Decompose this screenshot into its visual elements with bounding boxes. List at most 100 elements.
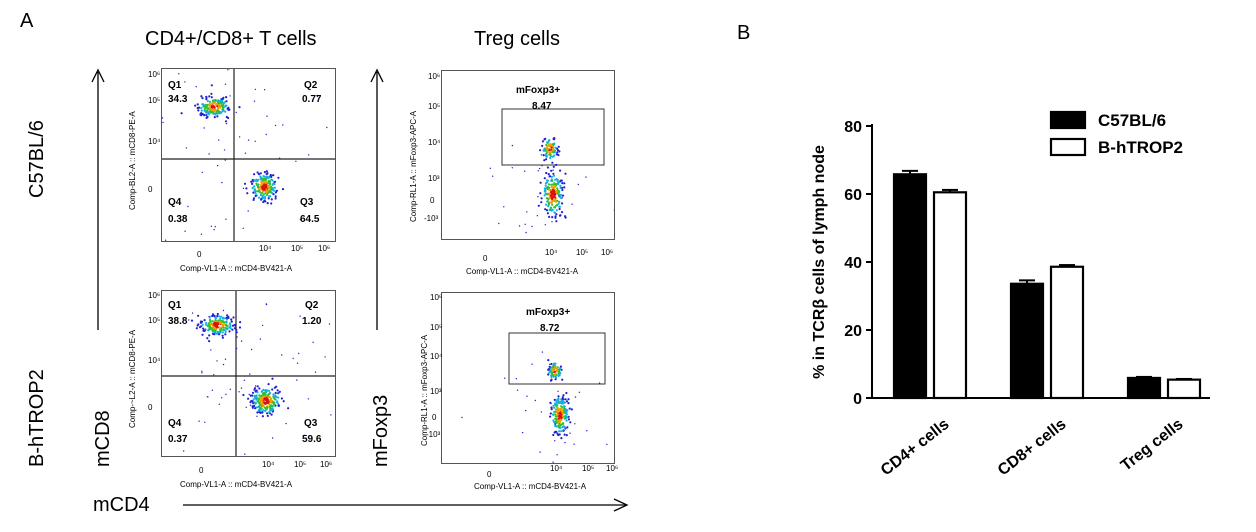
flow-event-dot bbox=[548, 365, 551, 368]
flow-event-dot bbox=[214, 108, 217, 111]
flow-event-dot bbox=[245, 187, 248, 190]
flow-event-dot bbox=[544, 192, 547, 195]
flow-event-dot bbox=[254, 402, 257, 405]
flow-event-dot bbox=[269, 409, 272, 412]
flow-event-dot bbox=[218, 403, 220, 405]
flow-event-dot bbox=[553, 398, 556, 401]
flow-event-dot bbox=[211, 329, 214, 332]
q1-label: Q1 bbox=[168, 300, 182, 311]
flow-event-dot bbox=[276, 402, 279, 405]
x-tick: 0 bbox=[197, 250, 202, 259]
flow-event-dot bbox=[265, 303, 267, 305]
flow-event-dot bbox=[550, 374, 553, 377]
flow-event-dot bbox=[555, 204, 558, 207]
flow-event-dot bbox=[282, 400, 285, 403]
flow-event-dot bbox=[211, 313, 215, 316]
flow-event-dot bbox=[249, 373, 251, 375]
flow-event-dot bbox=[553, 206, 556, 209]
bar-b-htrop2 bbox=[932, 191, 968, 400]
flow-event-dot bbox=[262, 409, 265, 412]
flow-event-dot bbox=[221, 106, 224, 110]
flow-event-dot bbox=[563, 405, 566, 408]
flow-event-dot bbox=[260, 183, 263, 187]
flow-event-dot bbox=[570, 408, 573, 411]
q1-value: 34.3 bbox=[168, 94, 188, 105]
flow-event-dot bbox=[253, 394, 256, 397]
flow-event-dot bbox=[303, 434, 306, 436]
flow-event-dot bbox=[324, 356, 326, 358]
flow-event-dot bbox=[214, 317, 217, 320]
flow-event-dot bbox=[260, 401, 263, 404]
flow-event-dot bbox=[554, 413, 557, 416]
flow-event-dot bbox=[260, 180, 263, 184]
flow-event-dot bbox=[560, 202, 564, 205]
flow-event-dot bbox=[259, 172, 262, 175]
flow-event-dot bbox=[563, 429, 565, 432]
flow-event-dot bbox=[554, 418, 558, 421]
x-tick: 10⁴ bbox=[545, 248, 558, 257]
flow-event-dot bbox=[561, 182, 564, 185]
flow-event-dot bbox=[553, 402, 557, 405]
flow-event-dot bbox=[543, 177, 546, 180]
flow-event-dot bbox=[211, 332, 215, 335]
flow-event-dot bbox=[546, 166, 549, 169]
flow-event-dot bbox=[224, 333, 227, 336]
flow-event-dot bbox=[281, 354, 283, 356]
flow-event-dot bbox=[263, 181, 266, 184]
flow-event-dot bbox=[553, 211, 556, 214]
flow-event-dot bbox=[196, 103, 199, 106]
flow-event-dot bbox=[214, 319, 217, 322]
flow-event-dot bbox=[550, 378, 553, 381]
flow-event-dot bbox=[560, 410, 563, 413]
flow-event-dot bbox=[218, 322, 221, 325]
x-tick: 10⁵ bbox=[291, 244, 304, 253]
cd4-cd8-column-title: CD4+/CD8+ T cells bbox=[145, 28, 317, 50]
q2-value: 0.77 bbox=[302, 94, 322, 105]
flow-event-dot bbox=[511, 167, 513, 169]
flow-event-dot bbox=[216, 105, 219, 108]
flow-event-dot bbox=[554, 194, 556, 196]
flow-event-dot bbox=[552, 172, 555, 175]
flow-event-dot bbox=[563, 407, 566, 410]
y-tick: 10⁵ bbox=[430, 323, 443, 332]
flow-event-dot bbox=[257, 196, 261, 199]
flow-event-dot bbox=[269, 188, 273, 191]
flow-event-dot bbox=[184, 230, 186, 232]
flow-event-dot bbox=[258, 401, 261, 405]
flow-event-dot bbox=[573, 443, 575, 445]
flow-event-dot bbox=[564, 398, 567, 401]
flow-event-dot bbox=[200, 321, 203, 324]
flow-event-dot bbox=[252, 191, 255, 194]
flow-event-dot bbox=[556, 199, 559, 202]
flow-event-dot bbox=[540, 154, 543, 156]
flow-event-dot bbox=[511, 144, 514, 147]
flow-event-dot bbox=[235, 331, 238, 334]
flow-event-dot bbox=[254, 140, 256, 142]
flow-event-dot bbox=[210, 96, 213, 99]
flow-event-dot bbox=[553, 373, 556, 376]
flow-event-dot bbox=[556, 178, 559, 181]
cd4-axis-title-c57-treg: Comp-VL1-A :: mCD4-BV421-A bbox=[466, 267, 579, 276]
cd4-axis-title-c57: Comp-VL1-A :: mCD4-BV421-A bbox=[180, 264, 293, 273]
flow-event-dot bbox=[230, 318, 233, 321]
flow-event-dot bbox=[267, 383, 270, 386]
flow-event-dot bbox=[255, 398, 258, 401]
flow-plot-cd4-cd8-b-htrop2: Q1 38.8 Q2 1.20 Q4 0.37 Q3 59.6 bbox=[97, 272, 357, 476]
flow-event-dot bbox=[558, 205, 561, 208]
flow-event-dot bbox=[542, 154, 545, 157]
flow-event-dot bbox=[560, 399, 563, 402]
flow-event-dot bbox=[555, 213, 558, 216]
y-tick: -10³ bbox=[424, 214, 439, 223]
flow-event-dot bbox=[550, 175, 553, 178]
flow-event-dot bbox=[559, 407, 562, 410]
flow-event-dot bbox=[521, 431, 524, 434]
flow-event-dot bbox=[561, 194, 565, 197]
flow-event-dot bbox=[561, 396, 564, 399]
flow-event-dot bbox=[221, 334, 224, 337]
flow-event-dot bbox=[565, 400, 569, 403]
flow-event-dot bbox=[259, 194, 262, 197]
flow-event-dot bbox=[164, 239, 167, 241]
flow-event-dot bbox=[276, 389, 279, 392]
flow-event-dot bbox=[266, 175, 269, 179]
flow-event-dot bbox=[330, 414, 332, 416]
